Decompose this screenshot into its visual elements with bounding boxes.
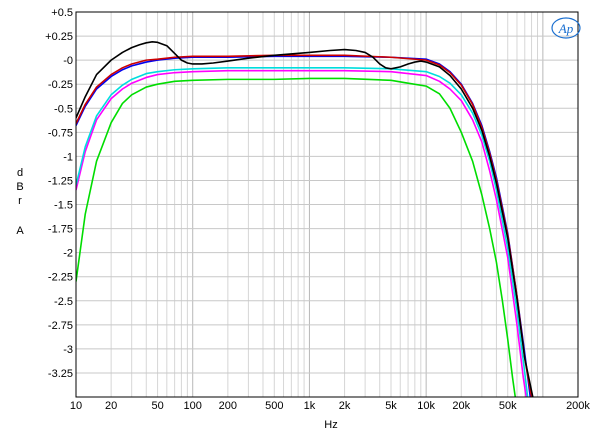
y-tick-label: -1.75 — [48, 224, 73, 236]
y-axis-label-char: B — [16, 181, 23, 193]
series-line-3 — [76, 67, 529, 397]
x-tick-label: 20 — [105, 400, 117, 412]
y-tick-label: -1.5 — [54, 200, 73, 212]
y-axis-label: dBr A — [16, 167, 24, 237]
y-tick-label: +0.25 — [45, 31, 73, 43]
y-tick-label: -0.75 — [48, 127, 73, 139]
x-axis-label: Hz — [324, 419, 337, 431]
x-tick-label: 50 — [151, 400, 163, 412]
series-line-6 — [76, 41, 534, 397]
series-line-4 — [76, 55, 532, 397]
y-tick-label: -2.25 — [48, 272, 73, 284]
y-tick-label: -0.25 — [48, 79, 73, 91]
x-tick-label: 100 — [184, 400, 202, 412]
y-tick-label: -1 — [63, 151, 73, 163]
series-lines — [76, 41, 534, 397]
x-tick-label: 1k — [304, 400, 316, 412]
plot-frame — [75, 11, 579, 398]
y-tick-label: -2.75 — [48, 320, 73, 332]
y-tick-label: -0.5 — [54, 103, 73, 115]
x-tick-label: 20k — [452, 400, 470, 412]
ap-logo-text: Ap — [558, 21, 574, 36]
x-tick-label: 500 — [265, 400, 283, 412]
ap-logo: Ap — [551, 17, 581, 39]
y-tick-label: -2 — [63, 248, 73, 260]
x-tick-label: 10k — [417, 400, 435, 412]
x-tick-label: 10 — [70, 400, 82, 412]
y-axis-label-char: r — [18, 195, 22, 207]
series-line-2 — [76, 69, 528, 397]
y-tick-label: -3.25 — [48, 368, 73, 380]
y-tick-label: -0 — [63, 55, 73, 67]
series-line-1 — [76, 77, 517, 397]
x-tick-label: 2k — [339, 400, 351, 412]
y-axis-label-char: A — [16, 225, 24, 237]
y-tick-labels: +0.5 +0.25 -0 -0.25 -0.5 -0.75 -1 -1.25 -1.5 -1.7… — [45, 7, 73, 380]
y-axis-label-char: d — [17, 167, 23, 179]
grid — [76, 12, 578, 397]
x-tick-label: 50k — [499, 400, 517, 412]
y-tick-label: -3 — [63, 344, 73, 356]
x-tick-label: 5k — [385, 400, 397, 412]
x-tick-label: 200 — [219, 400, 237, 412]
y-tick-label: +0.5 — [51, 7, 73, 19]
y-tick-label: -2.5 — [54, 296, 73, 308]
x-tick-label: 200k — [566, 400, 590, 412]
y-tick-label: -1.25 — [48, 175, 73, 187]
x-tick-labels: 10 20 50 100 200 500 1k 2k 5k 10k 20k 50k 200k — [70, 400, 591, 412]
